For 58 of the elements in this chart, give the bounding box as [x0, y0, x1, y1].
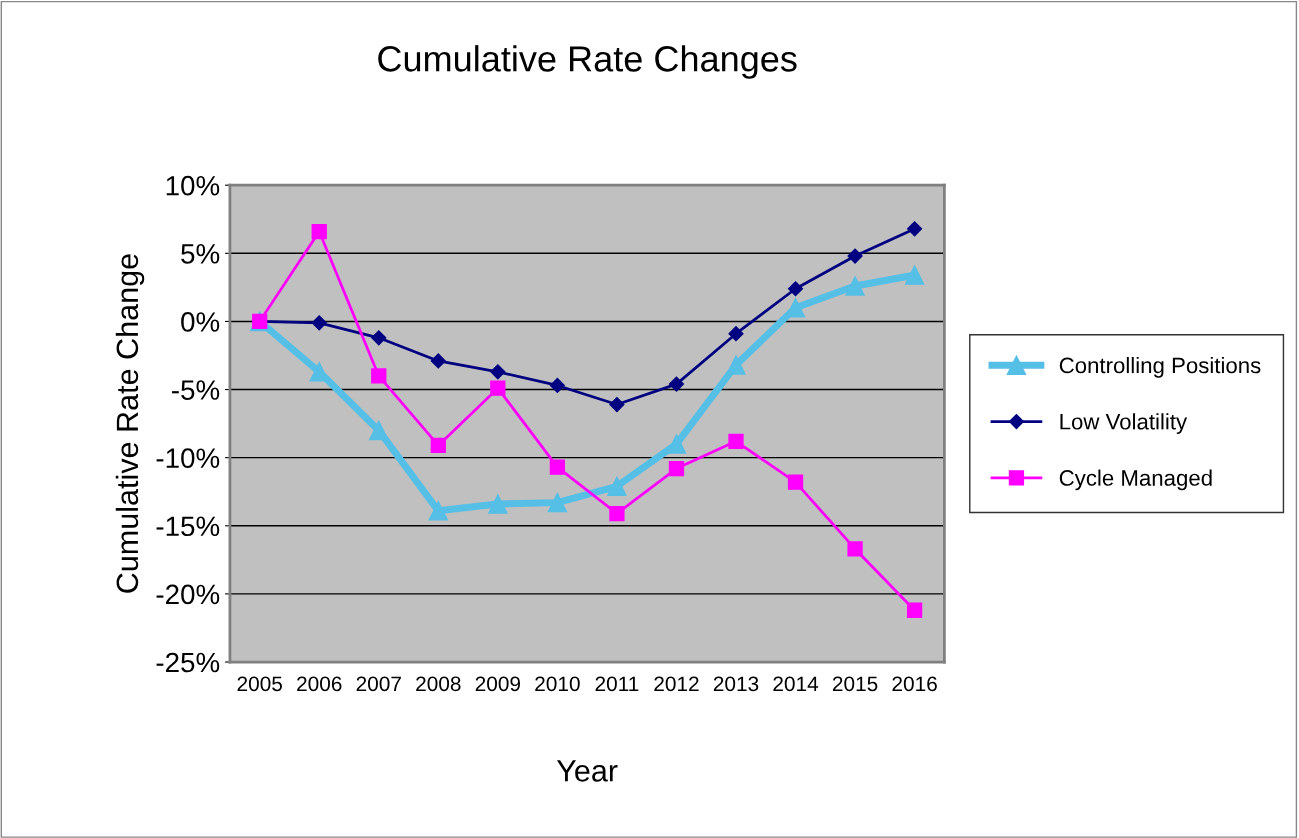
y-tick-label: -20% [156, 584, 220, 605]
y-tick-label: 5% [181, 244, 220, 264]
point [311, 223, 327, 240]
x-tick-label: 2005 [237, 676, 282, 692]
point [904, 265, 925, 285]
point [726, 355, 746, 375]
point [728, 433, 744, 449]
y-tick-label: -25% [156, 652, 220, 673]
x-tick-label: 2015 [832, 676, 878, 692]
point [728, 326, 744, 342]
x-tick-label: 2014 [773, 676, 819, 692]
point [371, 330, 387, 346]
point [549, 377, 565, 394]
point [549, 459, 566, 475]
y-tick-label: -10% [156, 448, 220, 469]
point [847, 248, 863, 264]
point [369, 420, 389, 441]
point [607, 476, 627, 496]
y-tick-label: 0% [181, 312, 220, 332]
y-tick-label: -15% [156, 516, 220, 537]
point [907, 221, 923, 237]
x-axis-title: Year [556, 760, 618, 782]
point [787, 281, 804, 297]
legend-label: Cycle Managed [1059, 469, 1212, 491]
x-tick-label: 2013 [713, 676, 759, 692]
point [668, 376, 685, 392]
x-tick-label: 2016 [892, 676, 937, 692]
point [787, 474, 804, 490]
point [311, 315, 327, 331]
x-tick-label: 2007 [356, 676, 401, 692]
point [845, 276, 865, 296]
legend-label: Low Volatility [1060, 413, 1188, 434]
y-tick-label: -5% [172, 380, 220, 400]
point [488, 494, 508, 514]
y-tick-label: 10% [166, 175, 220, 196]
point [430, 437, 446, 454]
point [847, 541, 863, 557]
point [430, 353, 446, 369]
point [666, 434, 687, 454]
point [490, 380, 506, 396]
x-tick-label: 2010 [535, 676, 580, 692]
point [668, 460, 685, 477]
point [428, 501, 449, 521]
point [547, 492, 568, 513]
x-tick-label: 2006 [297, 676, 342, 692]
x-tick-label: 2011 [595, 676, 639, 692]
y-axis-title: Cumulative Rate Change [115, 254, 145, 593]
x-tick-label: 2012 [654, 676, 699, 692]
point [309, 362, 329, 382]
legend-label: Controlling Positions [1059, 356, 1261, 378]
point [609, 505, 625, 522]
point [609, 396, 625, 413]
point [906, 602, 923, 618]
chart-title: Cumulative Rate Changes [378, 45, 797, 79]
x-tick-label: 2009 [475, 676, 521, 692]
point [490, 364, 506, 380]
x-tick-label: 2008 [416, 676, 461, 692]
point [371, 368, 387, 384]
